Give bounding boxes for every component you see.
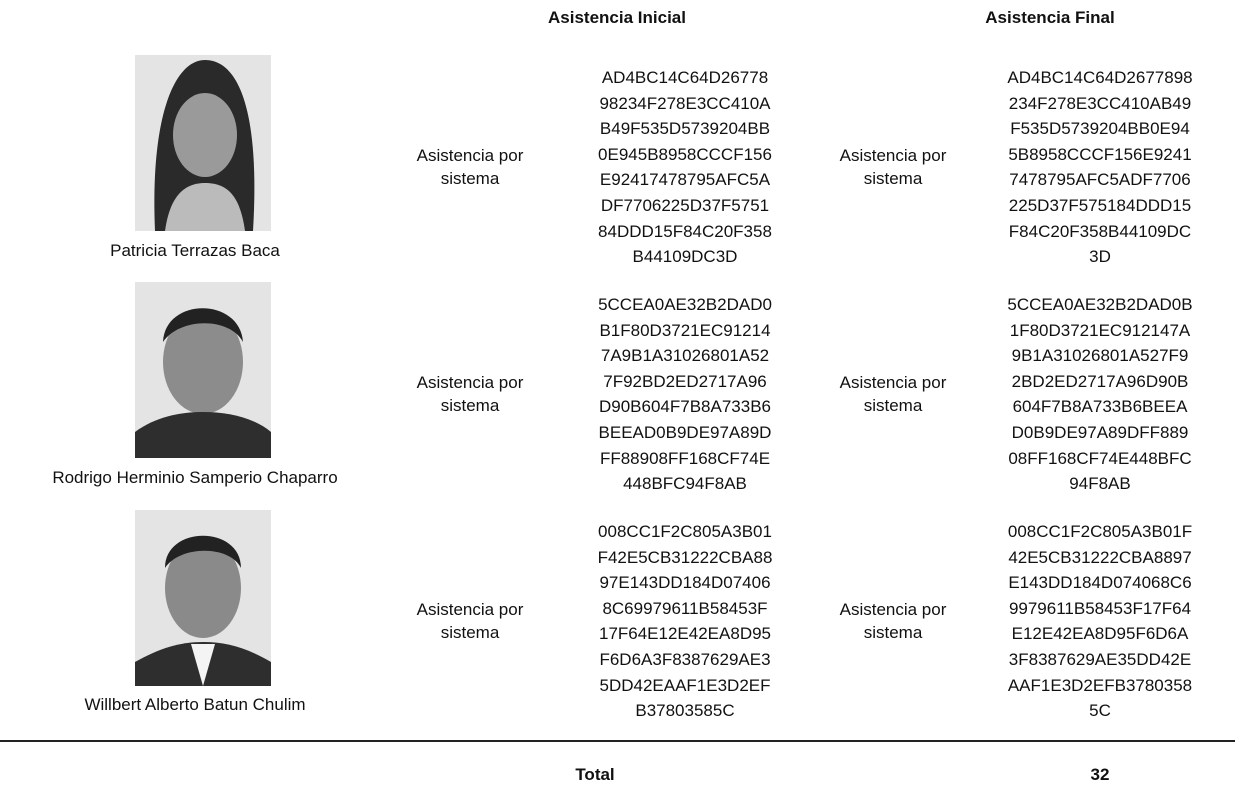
hash-line: 98234F278E3CC410A <box>599 93 771 113</box>
total-value: 32 <box>1090 765 1110 784</box>
hash-line: 234F278E3CC410AB49 <box>1008 93 1192 113</box>
hash-line: D90B604F7B8A733B6 <box>598 397 772 417</box>
hash-line: 008CC1F2C805A3B01 <box>598 522 772 541</box>
photo <box>135 55 271 231</box>
hash-line: 2BD2ED2717A96D90B <box>1011 371 1189 391</box>
hash-line: 225D37F575184DDD15 <box>1008 195 1192 215</box>
hash-line: 7F92BD2ED2717A96 <box>603 371 767 391</box>
hash-line: 5C <box>1089 701 1111 721</box>
hash-initial: 5CCEA0AE32B2DAD0 B1F80D3721EC91214 7A9B1A3… <box>555 292 815 497</box>
hash-line: 8C69979611B58453F <box>602 598 768 618</box>
hash-final: 008CC1F2C805A3B01F 42E5CB31222CBA8897 E143… <box>970 519 1230 724</box>
hash-line: 42E5CB31222CBA8897 <box>1008 547 1192 567</box>
method: Asistencia por sistema <box>839 146 947 189</box>
hash-line: FF88908FF168CF74E <box>599 448 771 468</box>
method: Asistencia por sistema <box>839 373 947 416</box>
method: Asistencia por sistema <box>416 146 524 189</box>
hash-line: F535D5739204BB0E94 <box>1010 119 1190 139</box>
hash-line: 17F64E12E42EA8D95 <box>598 624 772 644</box>
hash-line: 94F8AB <box>1069 474 1131 494</box>
hash-line: F6D6A3F8387629AE3 <box>599 649 771 669</box>
hash-line: 3D <box>1089 247 1111 267</box>
person-name: Patricia Terrazas Baca <box>110 241 280 260</box>
person-name: Willbert Alberto Batun Chulim <box>84 695 306 714</box>
hash-line: BEEAD0B9DE97A89D <box>598 422 772 442</box>
photo <box>135 282 271 458</box>
hash-line: B37803585C <box>635 701 735 721</box>
hash-line: E143DD184D074068C6 <box>1008 573 1192 593</box>
hash-line: 9979611B58453F17F64 <box>1008 598 1192 618</box>
hash-line: F84C20F358B44109DC <box>1008 221 1192 241</box>
hash-line: 0E945B8958CCCF156 <box>598 144 772 164</box>
hash-line: AD4BC14C64D26778 <box>601 68 769 87</box>
hash-line: B49F535D5739204BB <box>599 119 771 139</box>
header-initial: Asistencia Inicial <box>548 8 686 27</box>
hash-line: 97E143DD184D07406 <box>599 573 771 593</box>
hash-line: 008CC1F2C805A3B01F <box>1007 522 1193 541</box>
hash-line: 7A9B1A31026801A52 <box>600 346 770 366</box>
hash-line: 604F7B8A733B6BEEA <box>1012 397 1188 417</box>
hash-line: E92417478795AFC5A <box>599 170 771 190</box>
method: Asistencia por sistema <box>416 600 524 643</box>
divider <box>0 740 1235 742</box>
hash-line: F42E5CB31222CBA88 <box>597 547 773 567</box>
hash-line: E12E42EA8D95F6D6A <box>1011 624 1189 644</box>
hash-line: B44109DC3D <box>632 247 738 267</box>
person-name: Rodrigo Herminio Samperio Chaparro <box>52 468 338 487</box>
hash-line: 5CCEA0AE32B2DAD0B <box>1007 295 1193 314</box>
hash-line: 84DDD15F84C20F358 <box>598 221 772 241</box>
method: Asistencia por sistema <box>416 373 524 416</box>
hash-line: B1F80D3721EC91214 <box>599 320 771 340</box>
hash-line: AD4BC14C64D2677898 <box>1007 68 1193 87</box>
hash-line: D0B9DE97A89DFF889 <box>1011 422 1189 442</box>
hash-final: AD4BC14C64D2677898 234F278E3CC410AB49 F535… <box>970 65 1230 270</box>
total-label: Total <box>575 765 615 784</box>
photo <box>135 510 271 686</box>
hash-line: 9B1A31026801A527F9 <box>1011 346 1189 366</box>
hash-initial: 008CC1F2C805A3B01 F42E5CB31222CBA88 97E143… <box>555 519 815 724</box>
hash-initial: AD4BC14C64D26778 98234F278E3CC410A B49F535… <box>555 65 815 270</box>
hash-line: DF7706225D37F5751 <box>600 195 770 215</box>
hash-line: 1F80D3721EC912147A <box>1009 320 1191 340</box>
hash-final: 5CCEA0AE32B2DAD0B 1F80D3721EC912147A 9B1A3… <box>970 292 1230 497</box>
hash-line: AAF1E3D2EFB3780358 <box>1007 675 1193 695</box>
hash-line: 3F8387629AE35DD42E <box>1008 649 1192 669</box>
hash-line: 7478795AFC5ADF7706 <box>1009 170 1191 190</box>
hash-line: 5B8958CCCF156E9241 <box>1008 144 1192 164</box>
method: Asistencia por sistema <box>839 600 947 643</box>
hash-line: 5CCEA0AE32B2DAD0 <box>598 295 772 314</box>
hash-line: 448BFC94F8AB <box>623 474 747 494</box>
hash-line: 5DD42EAAF1E3D2EF <box>599 675 771 695</box>
hash-line: 08FF168CF74E448BFC <box>1008 448 1192 468</box>
header-final: Asistencia Final <box>985 8 1115 27</box>
